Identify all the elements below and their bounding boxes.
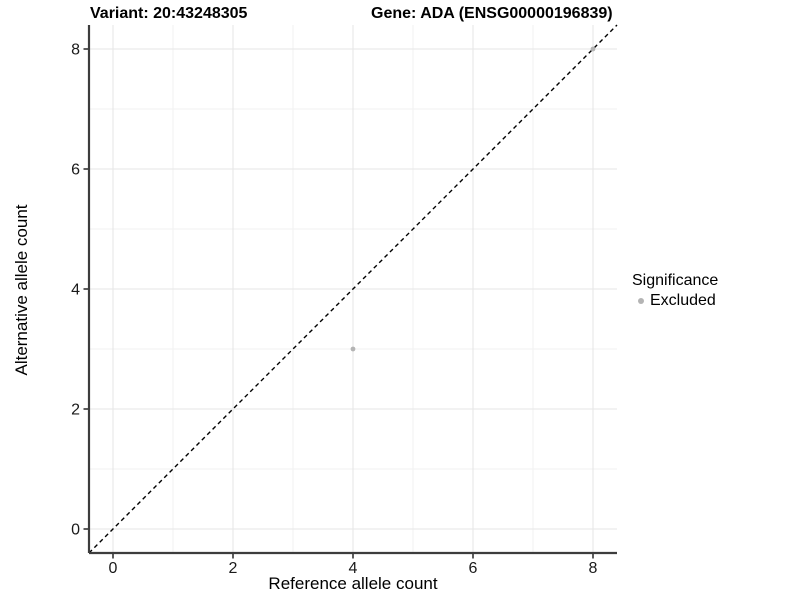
y-axis-title: Alternative allele count xyxy=(12,204,31,376)
y-tick-label: 0 xyxy=(71,522,80,539)
y-tick-label: 6 xyxy=(71,162,80,179)
x-tick-label: 2 xyxy=(229,560,238,577)
legend: Significance Excluded xyxy=(632,271,718,310)
identity-line xyxy=(88,24,618,554)
legend-item: Excluded xyxy=(638,291,718,310)
x-tick-label: 4 xyxy=(349,560,358,577)
data-point xyxy=(590,46,596,52)
legend-items: Excluded xyxy=(632,291,718,310)
x-tick-label: 0 xyxy=(109,560,118,577)
plot-title-gene: Gene: ADA (ENSG00000196839) xyxy=(371,5,613,22)
x-tick-label: 8 xyxy=(589,560,598,577)
y-tick-label: 8 xyxy=(71,42,80,59)
y-tick-label: 2 xyxy=(71,402,80,419)
legend-key-dot-icon xyxy=(638,297,644,304)
data-point xyxy=(350,346,356,352)
legend-item-label: Excluded xyxy=(650,292,716,309)
legend-title: Significance xyxy=(632,272,719,289)
y-tick-label: 4 xyxy=(71,282,80,299)
x-axis-title: Reference allele count xyxy=(268,574,438,593)
x-tick-label: 6 xyxy=(469,560,478,577)
plot-title-variant: Variant: 20:43248305 xyxy=(90,5,248,22)
